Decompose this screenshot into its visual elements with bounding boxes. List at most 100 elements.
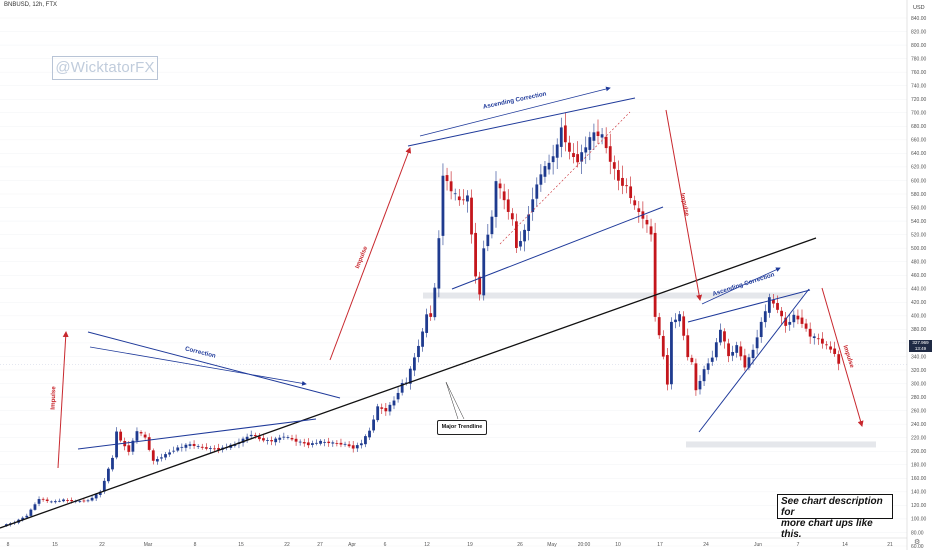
candle (315, 439, 318, 446)
candle-body (21, 517, 25, 521)
candle (41, 497, 45, 502)
price-tick-label: 200.00 (911, 449, 927, 455)
candle-body (213, 448, 216, 450)
candle-body (812, 336, 816, 339)
candle (665, 348, 669, 391)
candle (429, 305, 433, 321)
price-tick-label: 740.00 (911, 83, 927, 89)
candle (657, 312, 661, 339)
candle (706, 358, 710, 375)
candle (433, 282, 437, 321)
candle (482, 240, 486, 301)
candle-body (706, 363, 710, 370)
candle-body (453, 193, 457, 195)
candle (245, 433, 249, 443)
candle-body (670, 321, 673, 385)
price-tick-label: 60.00 (911, 544, 924, 550)
candle-body (555, 144, 559, 158)
candle (551, 144, 555, 175)
candle (168, 449, 171, 457)
candle (302, 438, 306, 447)
gear-icon[interactable]: ⚙ (914, 539, 921, 546)
candle-body (682, 316, 686, 336)
candle-body (298, 441, 302, 443)
candle-body (86, 500, 90, 502)
price-axis: 60.00 80.00 100.00 120.00 140.00 160.00 180.00… (906, 0, 927, 550)
candle-body (486, 234, 490, 247)
candle (457, 188, 461, 206)
candle (714, 337, 718, 361)
candle (192, 440, 196, 449)
price-tick-label: 420.00 (911, 300, 927, 306)
candle-body (804, 323, 808, 329)
wedge2-upper-line (687, 289, 811, 323)
price-tick-label: 600.00 (911, 178, 927, 184)
candle-body (188, 444, 192, 446)
wedge1-arrow (419, 86, 611, 137)
candle (441, 163, 445, 246)
candle-body (245, 436, 249, 440)
candle (767, 293, 771, 318)
candle-body (743, 355, 747, 368)
candle (339, 438, 343, 448)
candle-body (319, 440, 322, 444)
candle-body (102, 480, 106, 492)
candle-body (710, 357, 714, 362)
candle-body (519, 241, 522, 247)
candle-body (568, 142, 571, 152)
candle-body (290, 438, 294, 440)
candle-body (686, 335, 690, 358)
candle (376, 403, 380, 423)
candle-body (702, 369, 706, 382)
candle (796, 309, 800, 325)
candle (396, 387, 400, 403)
annotation-labels: Impulse Correction Impulse Ascending Correc… (50, 90, 856, 409)
candle (413, 353, 416, 377)
candle (392, 396, 396, 410)
candle (629, 176, 633, 204)
impulse-arrow-2 (329, 147, 412, 361)
candle-body (714, 342, 718, 358)
candle (678, 310, 681, 327)
candle-body (653, 232, 657, 317)
candle (172, 446, 176, 454)
candle (445, 167, 449, 191)
candle-body (665, 355, 669, 385)
candle (111, 455, 114, 472)
chart-note-line1: See chart description for (781, 496, 883, 518)
candle (351, 441, 355, 453)
candle (343, 441, 347, 447)
candle-body (204, 447, 208, 449)
candle-body (147, 437, 151, 450)
candle (470, 189, 473, 244)
candle (400, 379, 404, 396)
ascending-correction-label-1: Ascending Correction (482, 90, 547, 110)
support-zone-upper (423, 292, 803, 299)
candle-body (657, 317, 661, 336)
candle (437, 230, 441, 298)
candle (58, 498, 61, 503)
candle (510, 208, 514, 226)
candle (478, 271, 482, 301)
candle-body (155, 459, 159, 462)
candle-body (388, 404, 392, 412)
candle (45, 497, 49, 504)
candle-body (637, 208, 641, 213)
candle-body (98, 491, 102, 495)
candle-body (217, 448, 220, 450)
candle (270, 436, 273, 446)
candle-body (274, 438, 278, 443)
candle-body (470, 197, 473, 235)
candle (588, 131, 592, 161)
candle-body (808, 328, 812, 337)
candle (833, 341, 837, 357)
candle-body (417, 345, 420, 358)
candle (763, 304, 767, 328)
price-tick-label: 180.00 (911, 463, 927, 469)
candle-body (747, 357, 751, 368)
time-tick-label: 26 (517, 542, 523, 548)
candle (584, 136, 588, 164)
candle-body (384, 408, 388, 412)
candle-body (400, 382, 404, 393)
